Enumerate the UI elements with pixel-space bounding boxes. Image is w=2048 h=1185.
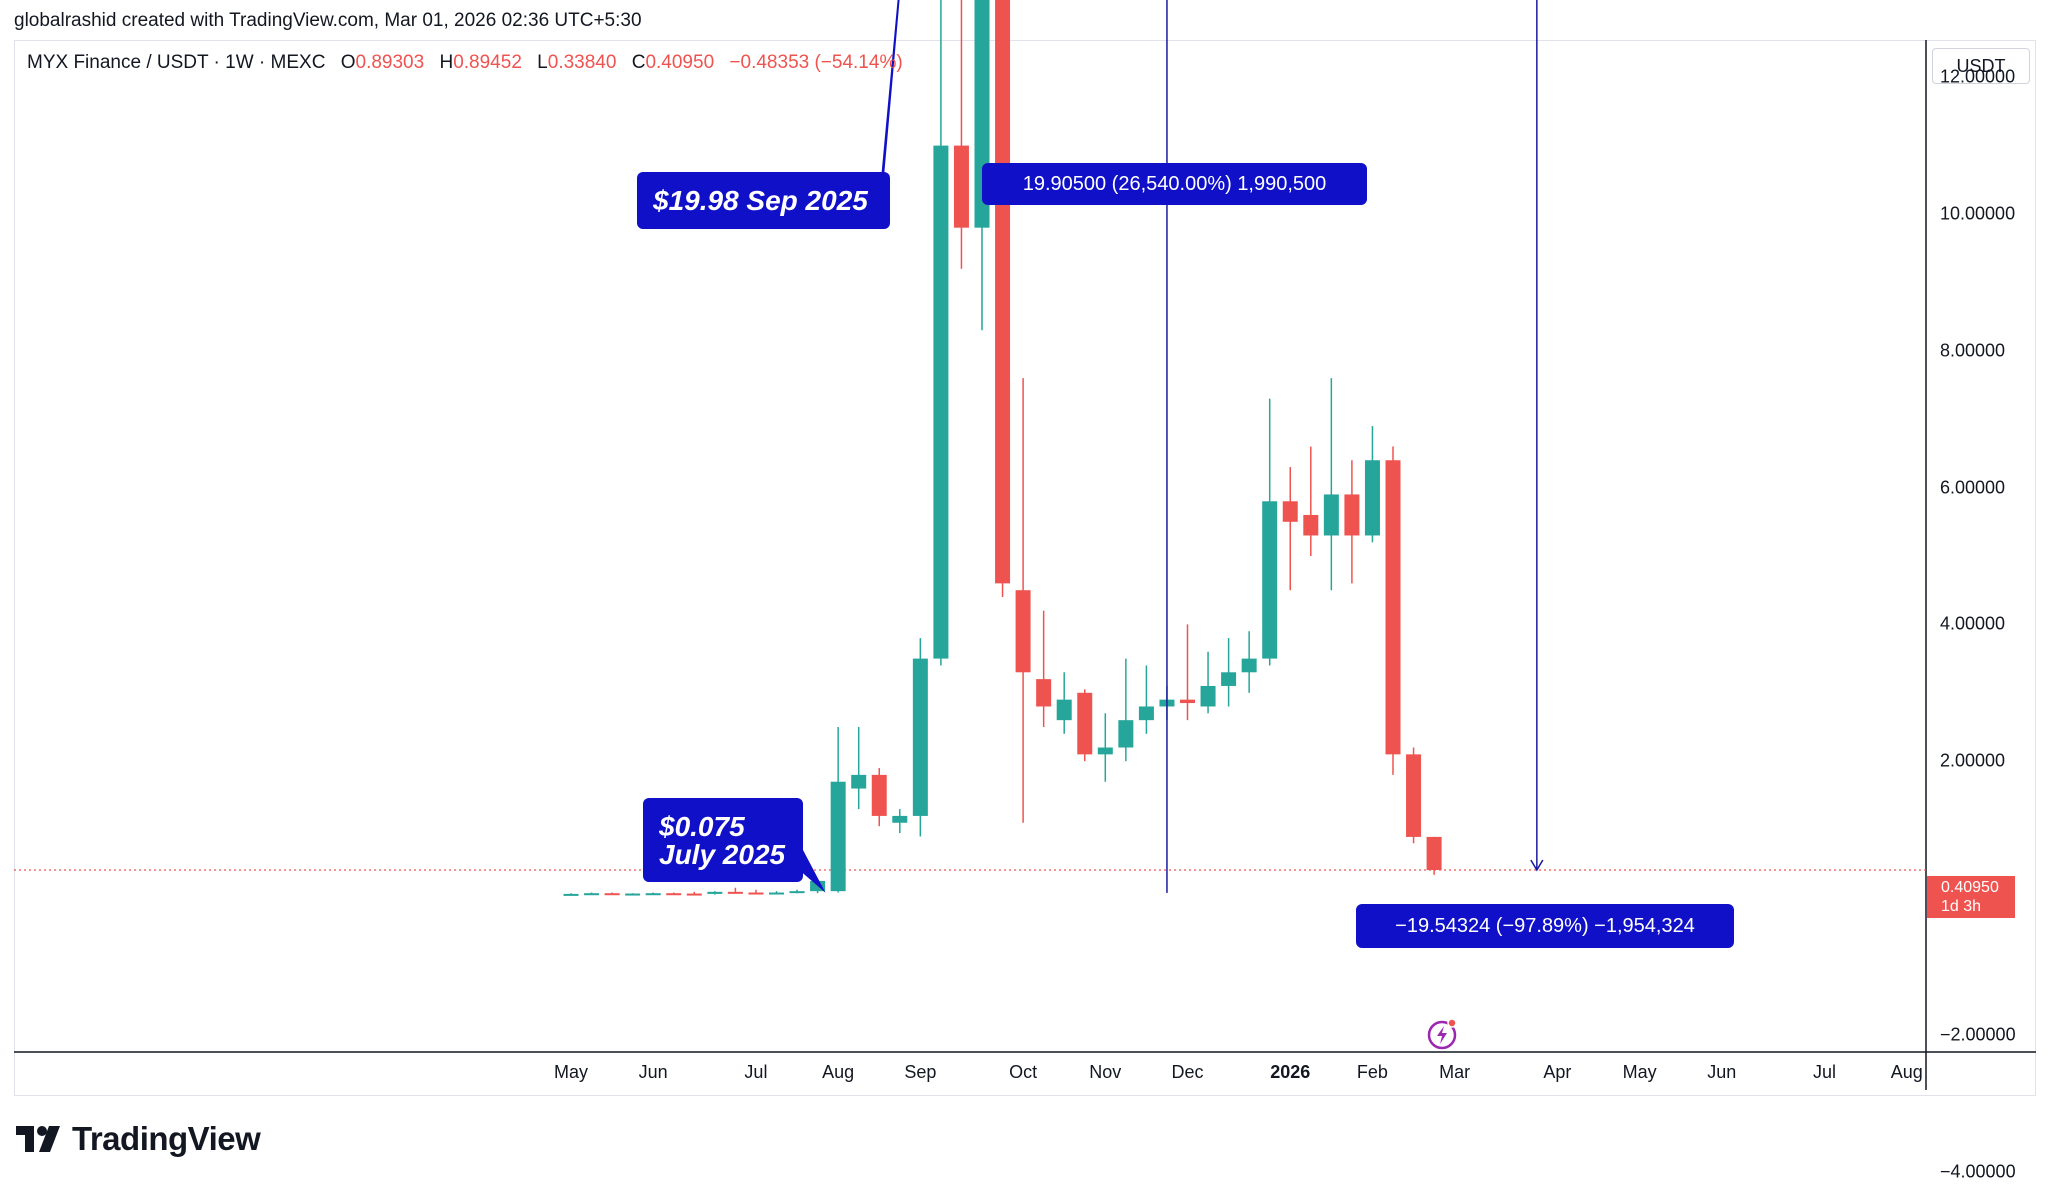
lightning-icon[interactable] [1426,1017,1460,1051]
candle-body[interactable] [1097,747,1113,755]
x-tick-label: Jun [638,1062,668,1082]
low-callout-date: July 2025 [659,839,786,870]
x-tick-label: May [553,1062,589,1082]
candle-body[interactable] [1406,754,1422,837]
candle-body[interactable] [727,891,743,894]
candle-body[interactable] [1241,658,1257,673]
candle-body[interactable] [1221,672,1237,686]
tradingview-logo[interactable]: TradingView [16,1120,261,1158]
last-price-value: 0.40950 [1941,879,1999,896]
low-callout-price: $0.075 [659,811,745,842]
candle-body[interactable] [625,893,641,896]
candle-body[interactable] [604,893,620,896]
chart-frame [14,40,2036,1096]
candle-body[interactable] [1036,679,1052,707]
candle-body[interactable] [892,815,908,823]
drop-measure-label[interactable]: −19.54324 (−97.89%) −1,954,324 [1356,904,1734,948]
x-tick-label: Apr [1543,1062,1572,1082]
x-tick-label: Feb [1356,1062,1388,1082]
candle-body[interactable] [1077,692,1093,755]
x-tick-label: Aug [1890,1062,1923,1082]
candle-body[interactable] [995,0,1011,584]
candle-body[interactable] [953,145,969,228]
candle-body[interactable] [1180,699,1195,704]
x-tick-label: May [1622,1062,1657,1082]
x-tick-label: Aug [822,1062,855,1082]
open-value: 0.89303 [355,52,425,73]
brand-name: TradingView [72,1120,261,1157]
candle-body[interactable] [912,658,928,816]
candle-body[interactable] [686,893,702,896]
candle-body[interactable] [871,774,887,816]
candle-body[interactable] [1138,706,1154,721]
candle-body[interactable] [769,892,784,895]
peak-callout[interactable]: $19.98 Sep 2025 [637,172,890,229]
candle-body[interactable] [563,893,579,896]
symbol-title[interactable]: MYX Finance / USDT · 1W · MEXC [27,52,326,73]
drop-arrowhead [1530,859,1544,872]
currency-button[interactable]: USDT [1932,48,2030,84]
candle-body[interactable] [1118,720,1134,748]
y-tick-label: −4.00000 [1940,1161,2016,1182]
candle-body[interactable] [645,893,661,896]
candle-body[interactable] [810,880,826,892]
y-tick-label: 8.00000 [1940,340,2006,361]
candle-body[interactable] [748,892,764,895]
close-value: 0.40950 [645,52,715,73]
last-price-tag: 0.40950 1d 3h [1927,876,2015,918]
candle-body[interactable] [1364,460,1380,536]
candle-body[interactable] [707,891,723,894]
close-label: C [631,52,646,73]
rise-measure-label[interactable]: 19.90500 (26,540.00%) 1,990,500 [982,163,1367,205]
candle-body[interactable] [1015,590,1031,673]
candle-body[interactable] [1323,494,1339,536]
candle-body[interactable] [830,781,846,892]
candle-body[interactable] [1200,685,1216,707]
y-tick-label: 2.00000 [1940,750,2006,771]
change-value: −0.48353 (−54.14%) [729,52,903,73]
chart-credit: globalrashid created with TradingView.co… [14,10,642,31]
candle-body[interactable] [1344,494,1360,536]
tradingview-logo-icon [16,1126,60,1152]
open-label: O [340,52,356,73]
x-tick-label: Sep [904,1062,937,1082]
x-tick-label: Jul [744,1062,768,1082]
candle-body[interactable] [1282,501,1298,522]
y-tick-label: 4.00000 [1940,613,2006,634]
candle-body[interactable] [1426,836,1442,870]
high-label: H [439,52,454,73]
y-tick-label: 12.00000 [1940,66,2016,87]
bar-countdown: 1d 3h [1941,898,1982,915]
candle-body[interactable] [933,145,949,659]
low-callout[interactable]: $0.075 July 2025 [643,798,803,882]
peak-callout-pointer [880,0,900,222]
chart-legend: MYX Finance / USDT · 1W · MEXC O0.89303 … [27,52,903,74]
low-label: L [537,52,548,73]
drop-measure-text: −19.54324 (−97.89%) −1,954,324 [1395,914,1695,937]
candle-body[interactable] [1056,699,1072,721]
x-tick-label: Dec [1171,1062,1204,1082]
candle-body[interactable] [789,891,805,894]
x-tick-label: Jul [1813,1062,1837,1082]
x-tick-label: Mar [1439,1062,1471,1082]
rise-measure-text: 19.90500 (26,540.00%) 1,990,500 [1022,172,1327,195]
y-tick-label: 6.00000 [1940,477,2006,498]
peak-callout-text: $19.98 Sep 2025 [653,185,868,216]
candle-body[interactable] [1385,460,1401,755]
y-tick-label: 10.00000 [1940,203,2016,224]
candle-body[interactable] [1262,501,1278,659]
x-tick-label: 2026 [1270,1062,1311,1082]
candle-body[interactable] [666,893,682,896]
x-tick-label: Nov [1089,1062,1122,1082]
x-tick-label: Oct [1009,1062,1038,1082]
high-value: 0.89452 [453,52,522,73]
candle-body[interactable] [584,893,600,896]
candle-body[interactable] [851,774,867,789]
low-value: 0.33840 [547,52,617,73]
candle-body[interactable] [1303,514,1319,536]
x-tick-label: Jun [1707,1062,1737,1082]
y-tick-label: −2.00000 [1940,1024,2016,1045]
